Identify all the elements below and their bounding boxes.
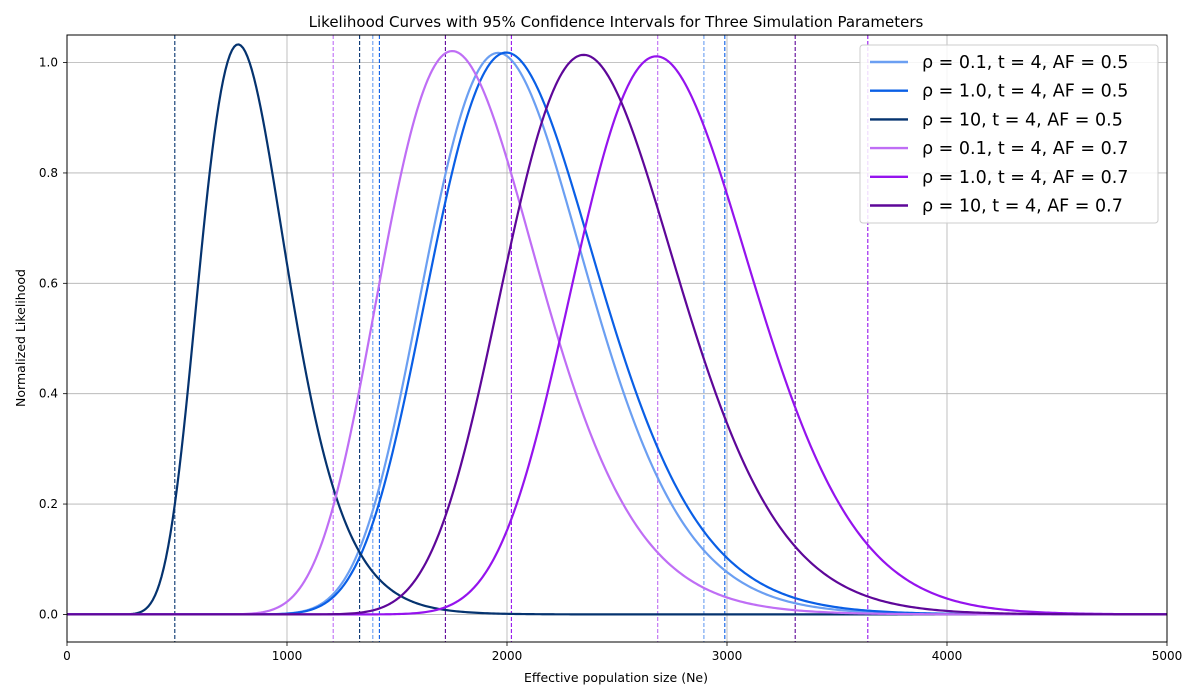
legend-entry-label: ρ = 0.1, t = 4, AF = 0.5: [922, 53, 1128, 73]
legend-box: [859, 44, 1159, 224]
chart-title: Likelihood Curves with 95% Confidence In…: [309, 13, 924, 31]
x-tick-label: 0: [63, 649, 71, 663]
legend-entry-label: ρ = 10, t = 4, AF = 0.7: [922, 197, 1123, 217]
x-tick-label: 5000: [1152, 649, 1183, 663]
y-tick-label: 0.0: [39, 607, 58, 621]
y-axis-label: Normalized Likelihood: [13, 269, 28, 407]
x-axis-label: Effective population size (Ne): [524, 670, 708, 685]
curve-series-6: [67, 53, 1167, 616]
y-tick-label: 0.6: [39, 276, 58, 290]
legend-entry-label: ρ = 1.0, t = 4, AF = 0.7: [922, 168, 1128, 188]
y-tick-label: 1.0: [39, 56, 58, 70]
legend-entry-label: ρ = 10, t = 4, AF = 0.5: [922, 110, 1123, 130]
plot-frame: [66, 34, 1168, 643]
y-tick-label: 0.4: [39, 387, 58, 401]
x-tick-label: 4000: [932, 649, 963, 663]
x-tick-label: 1000: [272, 649, 303, 663]
legend: ρ = 0.1, t = 4, AF = 0.5 ρ = 1.0, t = 4, …: [859, 44, 1159, 224]
x-tick-label: 2000: [492, 649, 523, 663]
likelihood-curves: [67, 43, 1168, 616]
y-tick-label: 0.8: [39, 166, 58, 180]
y-tick-label: 0.2: [39, 497, 58, 511]
axis-ticks: 0 1000 2000 3000 4000 5000 0.0 0.2 0.4 0.6 0.8 1.0: [39, 56, 1182, 663]
x-tick-label: 3000: [712, 649, 743, 663]
confidence-interval-lines: [174, 35, 869, 642]
legend-entry-label: ρ = 0.1, t = 4, AF = 0.7: [922, 139, 1128, 159]
legend-entry-label: ρ = 1.0, t = 4, AF = 0.5: [922, 82, 1128, 102]
